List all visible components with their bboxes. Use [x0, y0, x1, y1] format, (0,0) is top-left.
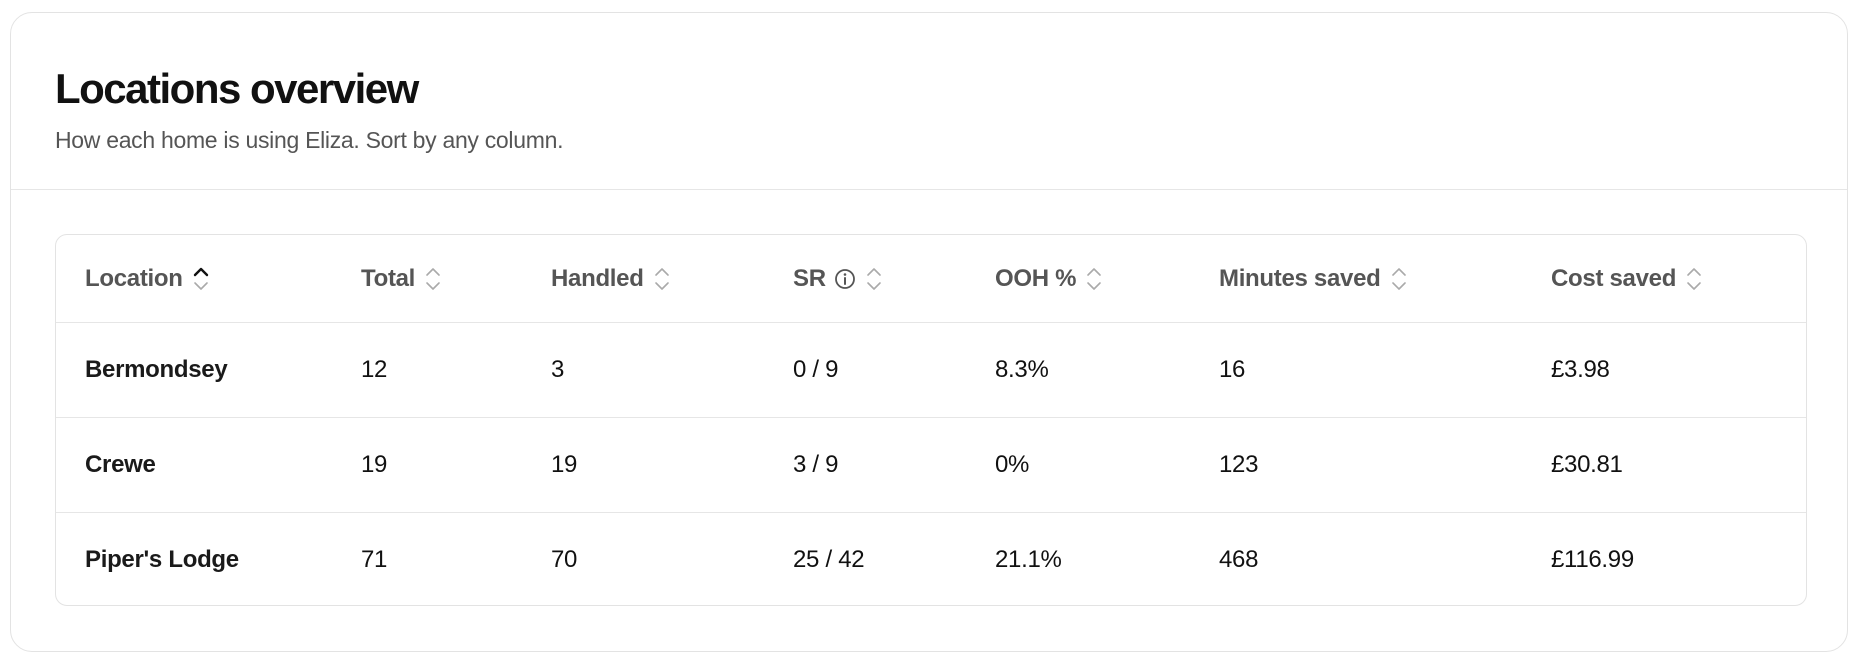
table-cell: £116.99 — [1551, 546, 1634, 573]
table-cell: 8.3% — [995, 356, 1049, 383]
info-icon[interactable] — [834, 268, 856, 290]
sort-icon — [1087, 267, 1101, 290]
table-cell: 21.1% — [995, 546, 1062, 573]
column-label: Minutes saved — [1219, 264, 1381, 292]
column-label: Total — [361, 264, 416, 292]
sort-icon — [426, 267, 440, 290]
table-cell: 12 — [361, 356, 388, 383]
table-cell: 0% — [995, 451, 1030, 478]
table-row: Bermondsey 12 3 0 / 9 8.3% 16 £3.98 — [56, 322, 1806, 417]
table-cell: 3 — [551, 356, 565, 383]
column-label: Handled — [551, 264, 644, 292]
column-label: SR — [793, 264, 826, 292]
table-cell: 19 — [551, 451, 578, 478]
sort-icon — [1391, 267, 1406, 290]
column-header[interactable]: Minutes saved — [1219, 235, 1407, 322]
table-cell: 70 — [551, 546, 578, 573]
column-header[interactable]: Total — [361, 235, 441, 322]
column-header[interactable]: SR — [793, 235, 882, 322]
column-label: OOH % — [995, 264, 1077, 292]
title: Locations overview — [55, 65, 419, 112]
column-label: Cost saved — [1551, 264, 1677, 292]
column-header[interactable]: OOH % — [995, 235, 1102, 322]
header-row: Location Total Handled SR OOH % Minutes saved… — [56, 235, 1806, 322]
sort-icon — [654, 267, 669, 290]
column-header[interactable]: Cost saved — [1551, 235, 1702, 322]
sort-icon — [866, 267, 881, 290]
column-label: Location — [85, 264, 183, 292]
table-cell: Bermondsey — [85, 356, 228, 383]
table: Location Total Handled SR OOH % Minutes saved… — [55, 234, 1807, 606]
table-cell: 0 / 9 — [793, 356, 839, 383]
subtitle: How each home is using Eliza. Sort by an… — [55, 127, 564, 153]
column-header[interactable]: Location — [85, 235, 209, 322]
column-header[interactable]: Handled — [551, 235, 670, 322]
page: Locations overview How each home is usin… — [10, 12, 1848, 652]
table-cell: 123 — [1219, 451, 1259, 478]
table-cell: Crewe — [85, 451, 156, 478]
table-cell: 25 / 42 — [793, 546, 865, 573]
table-cell: £3.98 — [1551, 356, 1610, 383]
table-cell: 468 — [1219, 546, 1259, 573]
card: Locations overview How each home is usin… — [10, 12, 1848, 652]
table-cell: 71 — [361, 546, 388, 573]
table-row: Crewe 19 19 3 / 9 0% 123 £30.81 — [56, 417, 1806, 512]
table-cell: Piper's Lodge — [85, 546, 239, 573]
sort-icon — [193, 267, 208, 290]
table-row: Piper's Lodge 71 70 25 / 42 21.1% 468 £116.99 — [56, 512, 1806, 607]
table-cell: 16 — [1219, 356, 1246, 383]
table-cell: £30.81 — [1551, 451, 1623, 478]
divider — [11, 189, 1847, 190]
table-cell: 3 / 9 — [793, 451, 839, 478]
table-cell: 19 — [361, 451, 388, 478]
sort-icon — [1687, 267, 1701, 290]
